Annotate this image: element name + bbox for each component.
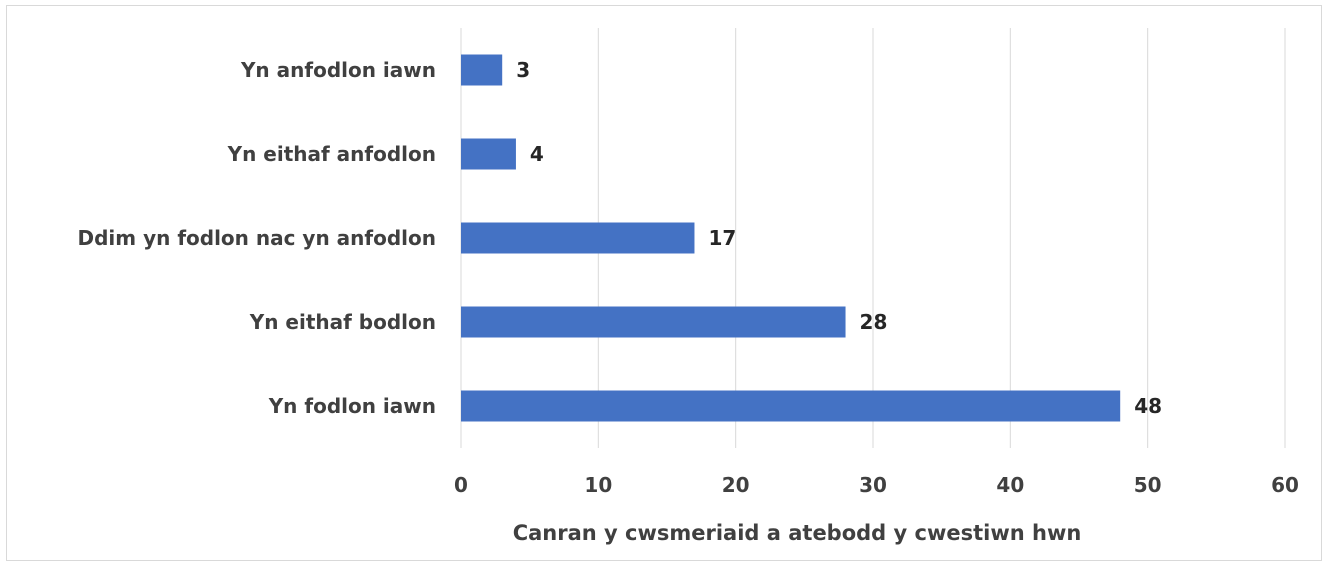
category-label: Ddim yn fodlon nac yn anfodlon bbox=[78, 226, 437, 250]
x-axis-title: Canran y cwsmeriaid a atebodd y cwestiwn… bbox=[513, 521, 1082, 545]
x-tick-label: 20 bbox=[722, 473, 750, 497]
bar bbox=[461, 306, 846, 338]
x-tick-labels: 0 10 20 30 40 50 60 bbox=[454, 473, 1299, 497]
data-label: 4 bbox=[530, 142, 544, 166]
x-tick-label: 40 bbox=[996, 473, 1024, 497]
data-label: 3 bbox=[516, 58, 530, 82]
bar bbox=[461, 222, 695, 254]
category-label: Yn eithaf bodlon bbox=[249, 310, 436, 334]
bar bbox=[461, 54, 503, 86]
x-tick-label: 50 bbox=[1134, 473, 1162, 497]
x-tick-label: 10 bbox=[584, 473, 612, 497]
category-label: Yn anfodlon iawn bbox=[240, 58, 436, 82]
data-label: 28 bbox=[860, 310, 888, 334]
x-tick-label: 60 bbox=[1271, 473, 1299, 497]
x-tick-label: 0 bbox=[454, 473, 468, 497]
category-labels: Yn anfodlon iawn Yn eithaf anfodlon Ddim y… bbox=[78, 58, 437, 418]
gridlines bbox=[460, 28, 1286, 448]
data-labels: 3 4 17 28 48 bbox=[516, 58, 1162, 418]
data-label: 17 bbox=[708, 226, 736, 250]
data-label: 48 bbox=[1134, 394, 1162, 418]
bar bbox=[461, 390, 1121, 422]
bars bbox=[461, 54, 1121, 422]
x-tick-label: 30 bbox=[859, 473, 887, 497]
chart-frame bbox=[6, 5, 1322, 561]
category-label: Yn fodlon iawn bbox=[268, 394, 436, 418]
category-label: Yn eithaf anfodlon bbox=[227, 142, 436, 166]
bar bbox=[461, 138, 516, 170]
